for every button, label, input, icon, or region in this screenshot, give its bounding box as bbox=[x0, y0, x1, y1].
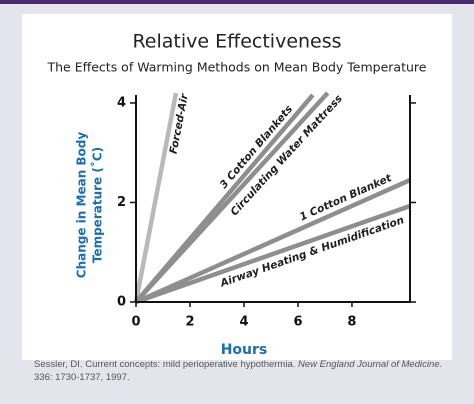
y-tick-label: 4 bbox=[117, 95, 126, 110]
chart-subtitle: The Effects of Warming Methods on Mean B… bbox=[47, 60, 427, 75]
y-axis-label-line: Change in Mean Body bbox=[75, 132, 89, 279]
source-journal: New England Journal of Medicine bbox=[298, 359, 440, 370]
y-axis-label: Change in Mean Body Temperature (˚C) bbox=[75, 132, 105, 279]
y-axis-label-line: Temperature (˚C) bbox=[90, 147, 105, 263]
series-line bbox=[135, 178, 411, 305]
series-line bbox=[133, 92, 179, 303]
source-text: Sessler, DI. Current concepts: mild peri… bbox=[34, 359, 299, 370]
x-tick-label: 2 bbox=[185, 315, 194, 330]
x-tick-label: 0 bbox=[131, 315, 140, 330]
x-tick-label: 6 bbox=[293, 315, 302, 330]
source-text: . 336: 1730-1737, 1997. bbox=[34, 359, 443, 383]
series-line bbox=[135, 203, 411, 305]
x-tick-label: 8 bbox=[347, 315, 356, 330]
top-border bbox=[0, 0, 474, 4]
x-tick-label: 4 bbox=[239, 315, 248, 330]
chart-title: Relative Effectiveness bbox=[132, 31, 341, 53]
y-tick-label: 2 bbox=[117, 195, 126, 210]
source-note: Sessler, DI. Current concepts: mild peri… bbox=[34, 358, 454, 384]
y-tick-label: 0 bbox=[117, 295, 126, 310]
series-lines bbox=[133, 91, 411, 305]
series-line bbox=[134, 91, 330, 304]
x-axis-label: Hours bbox=[221, 342, 268, 358]
